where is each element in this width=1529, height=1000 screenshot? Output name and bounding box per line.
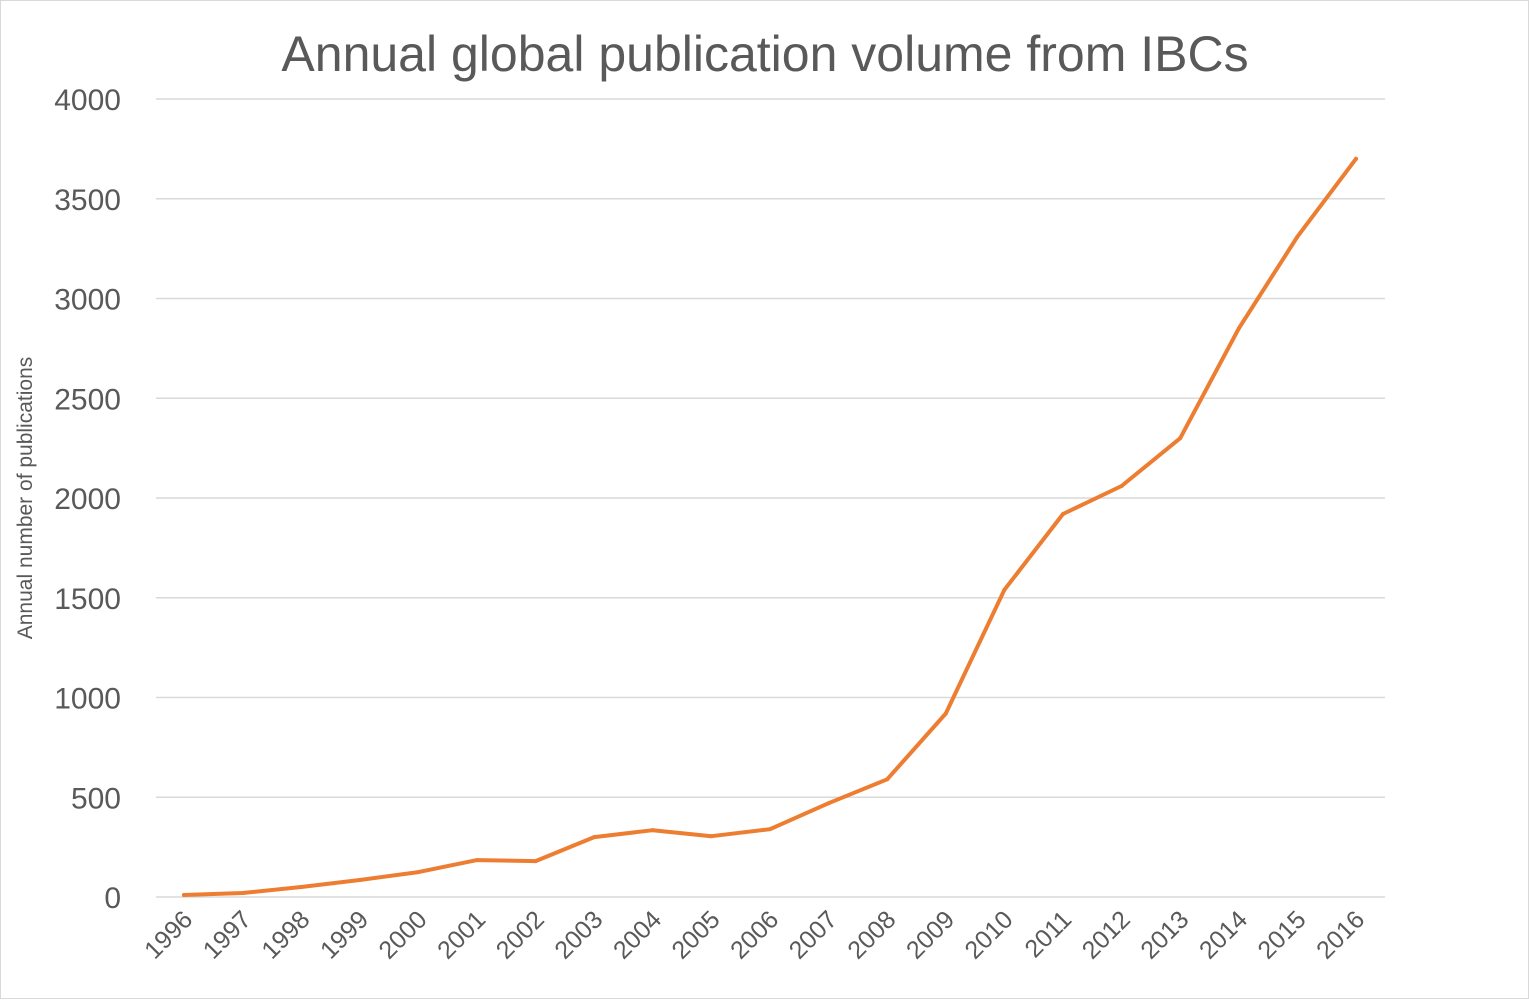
series-layer: [182, 156, 1358, 898]
y-tick-label: 2500: [54, 383, 121, 416]
y-tick-label: 1500: [54, 583, 121, 616]
data-point: [943, 711, 948, 716]
data-point: [709, 834, 714, 839]
data-point: [357, 878, 362, 883]
y-tick-label: 3000: [54, 284, 121, 317]
x-tick-label: 2005: [667, 905, 726, 964]
x-tick-label: 1998: [256, 905, 315, 964]
data-point: [475, 858, 479, 863]
y-axis-label: Annual number of publications: [14, 357, 37, 640]
x-tick-label: 1996: [139, 905, 198, 964]
gridlines: [156, 98, 1385, 898]
x-tick-label: 2013: [1135, 905, 1194, 964]
y-tick-label: 500: [71, 782, 121, 815]
y-tick-label: 1000: [54, 683, 121, 716]
x-tick-label: 2014: [1194, 905, 1253, 964]
x-tick-label: 2008: [842, 905, 901, 964]
x-tick-label: 2009: [901, 905, 960, 964]
data-point: [240, 891, 245, 896]
x-tick-label: 2002: [491, 905, 550, 964]
data-point: [1354, 156, 1358, 161]
x-tick-label: 2010: [960, 905, 1019, 964]
data-point: [1119, 484, 1124, 489]
x-tick-label: 2011: [1019, 905, 1077, 963]
x-axis-ticks: 1996 1997 1998 1999 2000 2001 2002 2003 2004 2005…: [139, 905, 1370, 964]
x-tick-label: 2012: [1077, 905, 1136, 964]
data-point: [885, 777, 890, 782]
x-tick-label: 1997: [198, 905, 257, 964]
x-tick-label: 2001: [432, 905, 491, 964]
data-point: [768, 827, 772, 832]
y-axis-ticks: 0 500 1000 1500 2000 2500 3000 3500 4000: [54, 84, 121, 915]
x-tick-label: 2016: [1311, 905, 1370, 964]
data-point: [650, 828, 655, 833]
data-point: [182, 893, 186, 898]
series-line: [182, 156, 1358, 897]
x-tick-label: 1999: [315, 905, 374, 964]
data-point: [1002, 587, 1007, 592]
y-tick-label: 4000: [54, 84, 121, 117]
x-tick-label: 2006: [725, 905, 784, 964]
data-point: [416, 870, 421, 875]
x-tick-label: 2007: [784, 905, 843, 964]
data-point: [1236, 326, 1241, 331]
x-tick-label: 2003: [549, 905, 608, 964]
x-tick-label: 2004: [608, 905, 667, 964]
x-tick-label: 2000: [374, 905, 433, 964]
data-point: [299, 885, 304, 890]
data-point: [826, 801, 831, 806]
y-tick-label: 0: [104, 882, 121, 915]
y-tick-label: 3500: [54, 184, 121, 217]
data-point: [1178, 436, 1183, 441]
data-point: [1295, 234, 1300, 239]
data-point: [592, 835, 597, 840]
data-point: [533, 859, 538, 864]
y-tick-label: 2000: [54, 483, 121, 516]
x-tick-label: 2015: [1253, 905, 1312, 964]
data-point: [1061, 511, 1065, 516]
chart-title: Annual global publication volume from IB…: [281, 26, 1248, 82]
